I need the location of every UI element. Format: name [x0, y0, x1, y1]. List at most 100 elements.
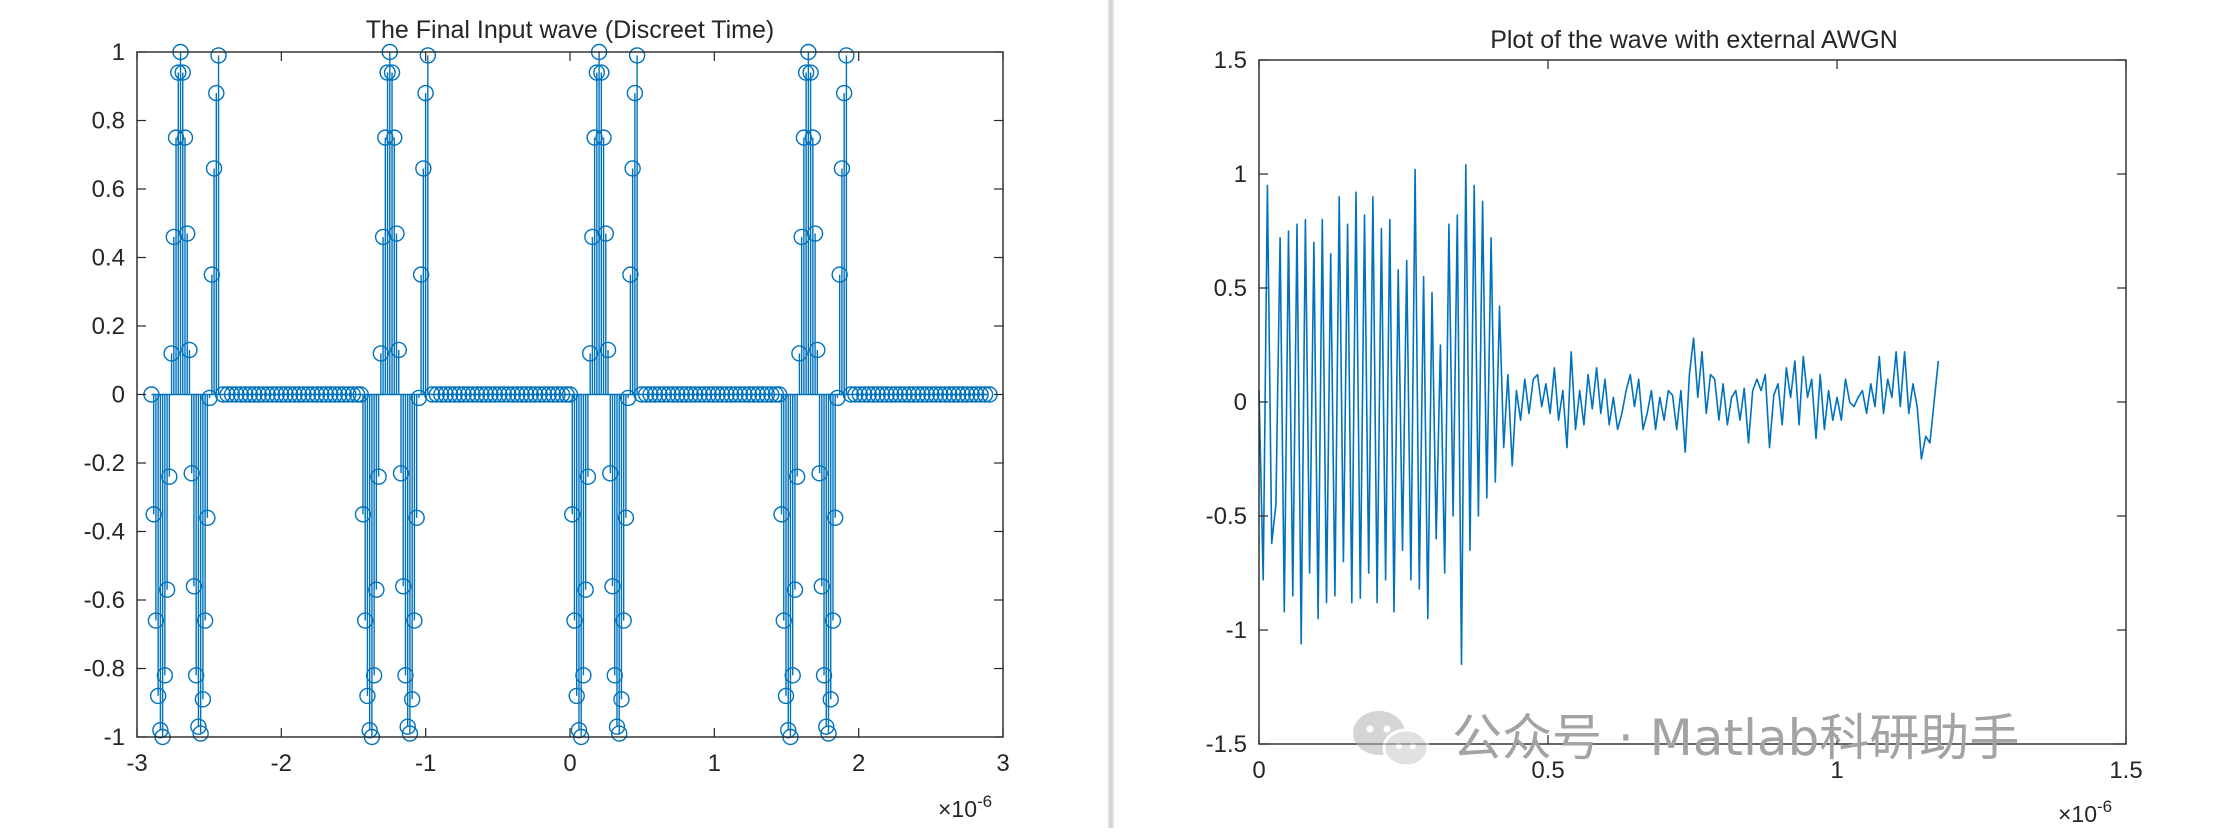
stem-marker	[806, 225, 824, 242]
stem-marker	[208, 84, 225, 102]
stem-marker	[406, 612, 423, 629]
stem-marker	[145, 506, 162, 523]
stem-marker	[446, 386, 463, 403]
stem-marker	[156, 667, 174, 684]
stem-marker	[259, 386, 276, 403]
stem-marker	[368, 581, 385, 598]
stem-marker	[599, 341, 617, 359]
stem-marker	[450, 386, 468, 403]
stem-marker	[784, 667, 801, 684]
stem-marker	[561, 386, 579, 403]
stem-marker	[669, 386, 686, 403]
stem-marker	[788, 468, 806, 485]
stem-marker	[290, 386, 308, 403]
x-tick-label: -1	[415, 750, 436, 777]
stem-marker	[604, 578, 621, 595]
stem-marker	[831, 266, 848, 283]
stem-marker	[624, 160, 641, 177]
stem-marker	[344, 386, 361, 403]
stem-marker	[754, 386, 771, 403]
stem-marker	[531, 386, 548, 403]
stem-marker	[473, 386, 490, 403]
x-tick-label: 1	[1830, 757, 1843, 784]
stem-marker	[822, 691, 839, 708]
stem-marker	[174, 64, 191, 81]
stem-marker	[773, 506, 790, 523]
stem-marker	[651, 386, 668, 403]
stem-marker	[403, 691, 421, 708]
stem-marker	[909, 386, 927, 403]
stem-marker	[241, 386, 259, 403]
stem-marker	[149, 687, 167, 705]
stem-marker	[459, 386, 477, 403]
x-tick-label: 0.5	[1531, 757, 1564, 784]
stem-marker	[194, 691, 212, 708]
y-tick-label: 0.5	[1214, 275, 1247, 302]
stem-marker	[704, 386, 722, 403]
stem-marker	[700, 386, 717, 403]
stem-marker	[891, 386, 909, 403]
stem-marker	[495, 386, 513, 403]
stem-marker	[927, 386, 945, 403]
stem-marker	[568, 687, 585, 705]
y-tick-label: -0.6	[84, 587, 125, 614]
right-figure-pane: Plot of the wave with external AWGN 0 0.5…	[1114, 0, 2230, 828]
stem-marker	[299, 386, 317, 403]
line-chart: Plot of the wave with external AWGN 0 0.5…	[1206, 26, 2143, 827]
stem-marker	[777, 687, 795, 705]
stem-marker	[377, 129, 394, 146]
x-tick-label: 0	[563, 750, 576, 777]
stem-marker	[210, 47, 227, 64]
y-tick-label: 1	[1234, 161, 1247, 188]
stem-marker	[731, 386, 749, 403]
stem-marker	[896, 386, 913, 403]
stem-marker	[941, 386, 958, 403]
stem-marker	[622, 266, 639, 283]
stem-marker	[763, 386, 780, 403]
stem-marker	[185, 578, 203, 595]
stem-marker	[791, 345, 808, 362]
stem-marker	[691, 386, 708, 403]
stem-marker	[491, 386, 508, 403]
y-tick-label: 0.8	[92, 108, 125, 135]
stem-marker	[395, 578, 412, 595]
stem-marker	[749, 386, 767, 403]
stem-marker	[388, 225, 405, 242]
stem-marker	[518, 386, 535, 403]
stem-marker	[642, 386, 659, 403]
stem-marker	[468, 386, 486, 403]
stem-marker	[722, 386, 740, 403]
stem-marker	[464, 386, 481, 403]
stem-marker	[313, 386, 330, 403]
stem-marker	[860, 386, 877, 403]
stem-marker	[317, 386, 335, 403]
stem-marker	[401, 725, 419, 742]
stem-marker	[914, 386, 931, 403]
stem-marker	[340, 386, 357, 403]
stem-marker	[579, 468, 597, 485]
stem-marker	[183, 465, 200, 482]
stem-marker	[795, 129, 813, 146]
stem-marker	[687, 386, 704, 403]
stem-marker	[379, 64, 396, 81]
stem-marker	[815, 667, 833, 684]
stem-marker	[811, 465, 828, 482]
stem-marker	[326, 386, 344, 403]
chart-title: Plot of the wave with external AWGN	[1490, 26, 1898, 54]
x-scale-label: ×10-6	[2058, 797, 2112, 827]
stem-marker	[771, 386, 788, 403]
stem-chart: The Final Input wave (Discreet Time) -3-…	[84, 16, 1010, 822]
stem-marker	[824, 612, 842, 629]
stem-marker	[437, 386, 454, 403]
stem-marker	[540, 386, 557, 403]
stem-marker	[477, 386, 495, 403]
y-tick-label: -1.5	[1206, 731, 1247, 758]
stem-marker	[205, 160, 223, 177]
stem-marker	[606, 667, 623, 684]
left-figure-pane: The Final Input wave (Discreet Time) -3-…	[0, 0, 1108, 828]
stem-marker	[228, 386, 245, 403]
stem-marker	[900, 386, 918, 403]
stem-marker	[304, 386, 321, 403]
stem-marker	[923, 386, 940, 403]
stem-marker	[595, 129, 612, 146]
